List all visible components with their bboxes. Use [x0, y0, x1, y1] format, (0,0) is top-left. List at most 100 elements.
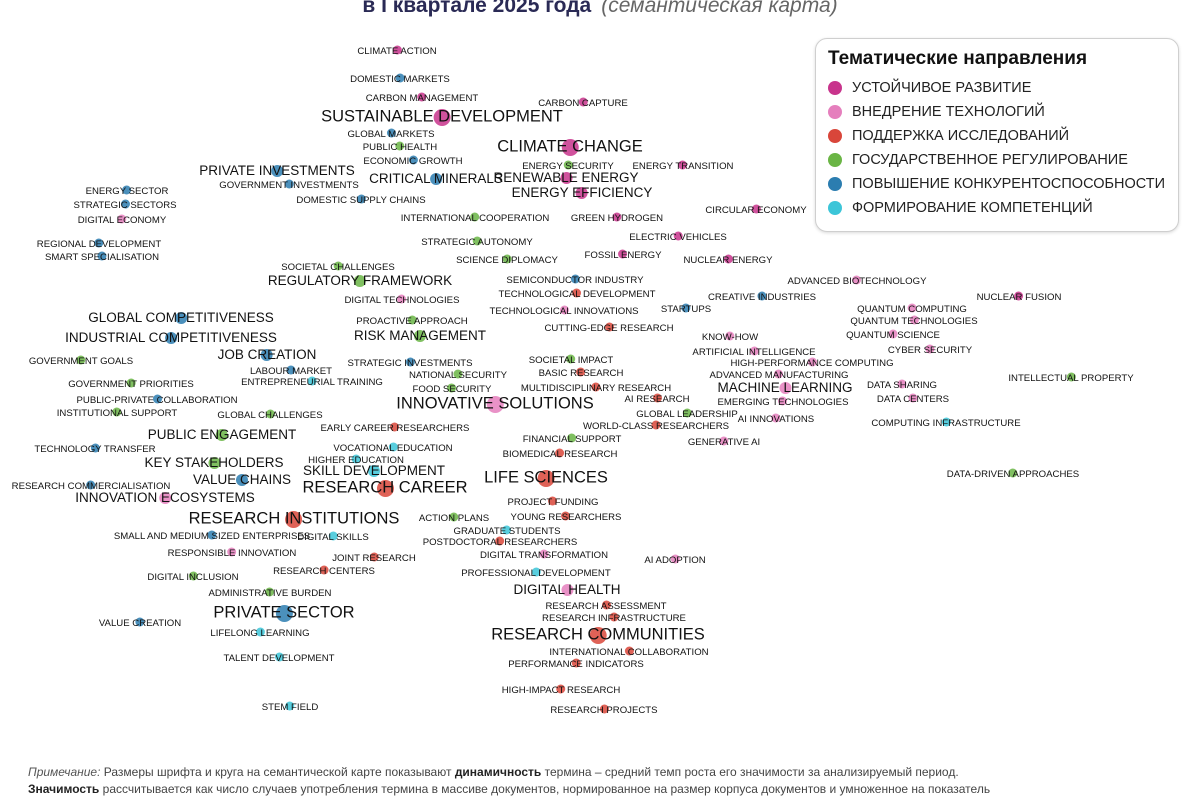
- term-label: GLOBAL LEADERSHIP: [636, 409, 738, 420]
- term-label: TECHNOLOGY TRANSFER: [34, 444, 156, 455]
- term-label: CRITICAL MINERALS: [369, 171, 503, 186]
- term-government-investments: GOVERNMENT INVESTMENTS: [219, 176, 359, 192]
- term-high-impact-research: HIGH-IMPACT RESEARCH: [501, 681, 621, 697]
- term-label: SCIENCE DIPLOMACY: [456, 255, 558, 266]
- term-label: QUANTUM SCIENCE: [846, 330, 940, 341]
- term-dot: [135, 617, 145, 627]
- term-research-infrastructure: RESEARCH INFRASTRUCTURE: [542, 609, 686, 625]
- term-multidisciplinary-research: MULTIDISCIPLINARY RESEARCH: [521, 379, 671, 395]
- term-dot: [407, 315, 417, 325]
- term-nuclear-fusion: NUCLEAR FUSION: [976, 288, 1062, 304]
- term-domestic-supply-chains: DOMESTIC SUPPLY CHAINS: [296, 191, 426, 207]
- term-label: FOOD SECURITY: [412, 384, 492, 395]
- term-risk-management: RISK MANAGEMENT: [354, 328, 486, 344]
- term-high-performance-computing: HIGH-PERFORMANCE COMPUTING: [730, 354, 894, 370]
- term-label: DATA CENTERS: [876, 394, 950, 405]
- term-label: INSTITUTIONAL SUPPORT: [56, 408, 178, 419]
- term-biomedical-research: BIOMEDICAL RESEARCH: [503, 445, 617, 461]
- term-quantum-computing: QUANTUM COMPUTING: [857, 300, 967, 316]
- term-financial-support: FINANCIAL SUPPORT: [523, 430, 621, 446]
- term-dot: [563, 160, 573, 170]
- legend-dot: [828, 105, 842, 119]
- term-label: RESEARCH PROJECTS: [550, 705, 658, 716]
- term-nuclear-energy: NUCLEAR ENERGY: [683, 251, 773, 267]
- term-ai-research: AI RESEARCH: [624, 390, 690, 406]
- term-domestic-markets: DOMESTIC MARKETS: [350, 70, 450, 86]
- term-dot: [566, 354, 576, 364]
- term-dot: [909, 315, 919, 325]
- term-generative-ai: GENERATIVE AI: [688, 433, 760, 449]
- term-label: NATIONAL SECURITY: [408, 370, 508, 381]
- term-dot: [333, 261, 343, 271]
- term-label: GLOBAL CHALLENGES: [217, 410, 323, 421]
- term-know-how: KNOW-HOW: [702, 328, 758, 344]
- term-label: RESEARCH INSTITUTIONS: [188, 509, 400, 528]
- term-dot: [284, 179, 294, 189]
- term-science-diplomacy: SCIENCE DIPLOMACY: [456, 251, 558, 267]
- term-dot: [941, 417, 951, 427]
- term-label: DIGITAL ECONOMY: [77, 215, 167, 226]
- term-carbon-management: CARBON MANAGEMENT: [366, 89, 478, 105]
- term-label: YOUNG RESEARCHERS: [510, 512, 622, 523]
- term-administrative-burden: ADMINISTRATIVE BURDEN: [209, 584, 331, 600]
- term-label: LIFELONG LEARNING: [210, 628, 310, 639]
- term-dot: [433, 108, 451, 126]
- term-dot: [413, 330, 426, 342]
- term-label: COMPUTING INFRASTRUCTURE: [871, 418, 1021, 429]
- term-dot: [307, 376, 317, 386]
- term-label: ENERGY TRANSITION: [632, 161, 734, 172]
- term-dot: [678, 160, 688, 170]
- term-label: ENERGY EFFICIENCY: [511, 185, 653, 200]
- term-dot: [271, 165, 283, 177]
- term-dot: [354, 275, 366, 287]
- term-label: STARTUPS: [660, 304, 712, 315]
- term-dot: [559, 305, 569, 315]
- term-global-challenges: GLOBAL CHALLENGES: [217, 406, 323, 422]
- term-international-cooperation: INTERNATIONAL COOPERATION: [401, 209, 549, 225]
- term-label: CARBON MANAGEMENT: [365, 93, 479, 104]
- term-label: INNOVATION ECOSYSTEMS: [75, 490, 255, 505]
- term-energy-efficiency: ENERGY EFFICIENCY: [512, 185, 653, 201]
- term-international-collaboration: INTERNATIONAL COLLABORATION: [549, 643, 709, 659]
- term-label: TECHNOLOGICAL DEVELOPMENT: [498, 289, 656, 300]
- term-societal-challenges: SOCIETAL CHALLENGES: [281, 258, 395, 274]
- term-dot: [578, 97, 588, 107]
- term-label: INTELLECTUAL PROPERTY: [1008, 373, 1134, 384]
- term-label: GREEN HYDROGEN: [570, 213, 664, 224]
- term-label: GOVERNMENT PRIORITIES: [68, 379, 194, 390]
- term-label: GLOBAL MARKETS: [347, 129, 435, 140]
- term-digital-technologies: DIGITAL TECHNOLOGIES: [345, 291, 459, 307]
- legend-item-skills: ФОРМИРОВАНИЕ КОМПЕТЕНЦИЙ: [828, 196, 1166, 220]
- term-quantum-science: QUANTUM SCIENCE: [846, 326, 940, 342]
- term-cyber-security: CYBER SECURITY: [888, 341, 972, 357]
- term-dot: [925, 344, 935, 354]
- term-dot: [174, 312, 187, 324]
- term-label: EMERGING TECHNOLOGIES: [717, 397, 849, 408]
- term-label: MULTIDISCIPLINARY RESEARCH: [520, 383, 672, 394]
- term-dot: [453, 369, 463, 379]
- term-label: CUTTING-EDGE RESEARCH: [544, 323, 674, 334]
- term-dot: [351, 454, 361, 464]
- term-label: AI RESEARCH: [624, 394, 690, 405]
- term-label: HIGH-IMPACT RESEARCH: [501, 685, 621, 696]
- term-quantum-technologies: QUANTUM TECHNOLOGIES: [850, 312, 978, 328]
- term-sustainable-development: SUSTAINABLE DEVELOPMENT: [321, 108, 563, 126]
- term-label: STEM FIELD: [261, 702, 319, 713]
- term-smart-specialisation: SMART SPECIALISATION: [45, 248, 159, 264]
- term-dot: [260, 349, 273, 361]
- term-strategic-investments: STRATEGIC INVESTMENTS: [347, 354, 473, 370]
- term-label: ARTIFICIAL INTELLIGENCE: [692, 347, 816, 358]
- term-talent-development: TALENT DEVELOPMENT: [223, 649, 335, 665]
- term-entrepreneurial-training: ENTREPRENEURIAL TRAINING: [241, 373, 383, 389]
- term-higher-education: HIGHER EDUCATION: [308, 451, 404, 467]
- term-dot: [624, 646, 634, 656]
- term-dot: [618, 249, 628, 259]
- term-label: GENERATIVE AI: [687, 437, 761, 448]
- term-label: NUCLEAR FUSION: [976, 292, 1062, 303]
- term-public-private-collaboration: PUBLIC-PRIVATE COLLABORATION: [77, 391, 238, 407]
- term-dot: [112, 407, 122, 417]
- term-dot: [561, 584, 573, 596]
- term-label: NUCLEAR ENERGY: [683, 255, 773, 266]
- footnote-text: рассчитывается как число случаев употреб…: [99, 782, 991, 796]
- term-label: GOVERNMENT GOALS: [28, 356, 134, 367]
